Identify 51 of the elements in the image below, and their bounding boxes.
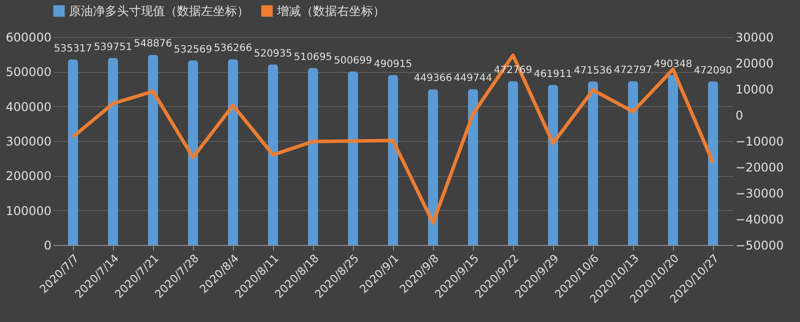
bar bbox=[668, 75, 678, 245]
data-label: 461911 bbox=[534, 68, 572, 80]
bar bbox=[508, 81, 518, 245]
y2-tick-label: 0 bbox=[736, 108, 744, 122]
data-label: 449744 bbox=[454, 73, 492, 84]
bar bbox=[468, 89, 478, 245]
data-label: 539751 bbox=[94, 42, 132, 53]
bar bbox=[188, 60, 198, 245]
bar bbox=[548, 84, 558, 245]
data-label: 532569 bbox=[174, 44, 212, 56]
data-label: 449366 bbox=[414, 73, 452, 84]
data-label: 510695 bbox=[294, 52, 332, 63]
bar bbox=[428, 89, 438, 245]
bar bbox=[68, 59, 78, 245]
bar bbox=[708, 81, 718, 245]
data-label: 471536 bbox=[574, 66, 612, 77]
bar bbox=[588, 82, 598, 245]
data-label: 536266 bbox=[214, 43, 252, 54]
y-tick-label: 300000 bbox=[6, 134, 52, 148]
bar bbox=[308, 68, 318, 245]
y2-tick-label: −30000 bbox=[736, 186, 784, 200]
bar bbox=[268, 64, 278, 245]
y2-tick-label: −20000 bbox=[736, 160, 784, 174]
y-tick-label: 500000 bbox=[6, 65, 52, 80]
y-tick-label: 400000 bbox=[6, 100, 52, 114]
legend-label: 原油净多头寸现值（数据左坐标） bbox=[69, 4, 249, 18]
y2-tick-label: 30000 bbox=[736, 30, 774, 44]
data-label: 472090 bbox=[694, 65, 732, 76]
y2-tick-label: −10000 bbox=[736, 134, 784, 148]
y-tick-label: 0 bbox=[44, 238, 52, 252]
bar bbox=[628, 81, 638, 245]
data-label: 548876 bbox=[134, 38, 172, 50]
bar bbox=[348, 71, 358, 245]
y-tick-label: 600000 bbox=[6, 30, 52, 44]
y-tick-label: 200000 bbox=[6, 169, 52, 184]
bar bbox=[388, 74, 398, 245]
data-label: 490915 bbox=[374, 58, 412, 70]
y2-tick-label: 20000 bbox=[736, 56, 774, 70]
y2-tick-label: −50000 bbox=[736, 238, 784, 252]
data-label: 490348 bbox=[654, 59, 692, 70]
bar bbox=[148, 54, 158, 245]
y2-tick-label: −40000 bbox=[736, 212, 784, 226]
data-label: 500699 bbox=[334, 55, 372, 66]
bar bbox=[108, 58, 118, 245]
y-tick-label: 100000 bbox=[6, 204, 52, 218]
y2-tick-label: 10000 bbox=[736, 82, 774, 96]
data-label: 472797 bbox=[614, 65, 652, 76]
data-label: 535317 bbox=[54, 43, 92, 54]
legend-label: 增减（数据右坐标） bbox=[276, 4, 385, 18]
bar bbox=[228, 59, 238, 245]
data-label: 520935 bbox=[254, 48, 292, 60]
